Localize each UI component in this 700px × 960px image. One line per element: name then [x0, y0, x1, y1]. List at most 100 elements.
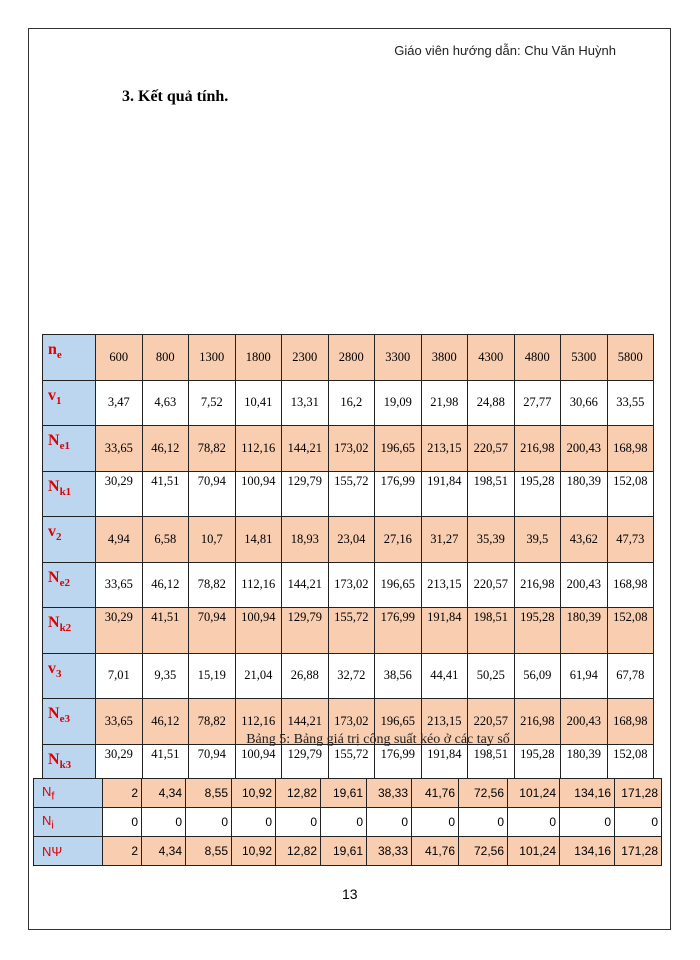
- table-cell: 220,57: [467, 698, 515, 745]
- table-cell: 44,41: [420, 652, 468, 699]
- row-symbol: N: [42, 783, 52, 799]
- table-cell: 4,63: [141, 379, 189, 426]
- table-cell: 4,94: [95, 516, 143, 563]
- row-subscript: k1: [59, 485, 72, 498]
- table-cell: 180,39: [560, 607, 608, 654]
- table-cell: 191,84: [420, 607, 468, 654]
- table-row: Nk2 30,29 41,51 70,94 100,94 129,79 155,72 176,…: [42, 607, 654, 654]
- page-header: Giáo viên hướng dẫn: Chu Văn Huỳnh: [394, 43, 616, 58]
- row-label: v3: [42, 652, 96, 699]
- row-subscript: k2: [59, 622, 72, 635]
- row-label: Ni: [33, 807, 103, 837]
- table-cell: 144,21: [281, 425, 329, 472]
- table-cell: 3300: [374, 334, 422, 381]
- table-cell: 5300: [560, 334, 608, 381]
- table-cell: 0: [458, 807, 508, 837]
- table-cell: 0: [559, 807, 615, 837]
- table-cell: 24,88: [467, 379, 515, 426]
- table-row: Nf 2 4,34 8,55 10,92 12,82 19,61 38,33 41,76 72,5…: [33, 778, 662, 808]
- table-cell: 101,24: [507, 778, 560, 808]
- table-cell: 800: [141, 334, 189, 381]
- table-cell: 56,09: [513, 652, 561, 699]
- table-cell: 70,94: [188, 607, 236, 654]
- table-cell: 200,43: [560, 561, 608, 608]
- row-subscript: e1: [59, 440, 70, 453]
- table-cell: 196,65: [374, 561, 422, 608]
- row-symbol: n: [48, 341, 57, 358]
- row-subscript: e2: [59, 576, 70, 589]
- table-cell: 0: [320, 807, 367, 837]
- table-cell: 27,16: [374, 516, 422, 563]
- row-symbol: v: [48, 523, 56, 540]
- table-cell: 220,57: [467, 425, 515, 472]
- table-cell: 39,5: [513, 516, 561, 563]
- table-cell: 15,19: [188, 652, 236, 699]
- table-cell: 4300: [467, 334, 515, 381]
- table-cell: 1800: [234, 334, 282, 381]
- row-symbol: NΨ: [42, 843, 63, 859]
- table-cell: 0: [141, 807, 186, 837]
- table-cell: 168,98: [606, 561, 654, 608]
- table-cell: 213,15: [420, 425, 468, 472]
- row-subscript: e3: [59, 713, 70, 726]
- table-cell: 220,57: [467, 561, 515, 608]
- table-cell: 33,65: [95, 698, 143, 745]
- table-cell: 0: [185, 807, 232, 837]
- table-cell: 46,12: [141, 561, 189, 608]
- table-cell: 0: [102, 807, 142, 837]
- table-cell: 0: [614, 807, 662, 837]
- table-row: NΨ 2 4,34 8,55 10,92 12,82 19,61 38,33 41,76 72,5…: [33, 836, 662, 866]
- table-cell: 8,55: [185, 836, 232, 866]
- table-row: Ni 0 0 0 0 0 0 0 0 0 0 0 0: [33, 807, 662, 837]
- table-cell: 0: [507, 807, 560, 837]
- row-subscript: i: [51, 819, 54, 832]
- table-cell: 41,76: [411, 778, 459, 808]
- table-cell: 0: [231, 807, 276, 837]
- table-cell: 168,98: [606, 698, 654, 745]
- row-symbol: v: [48, 386, 56, 404]
- table-cell: 8,55: [185, 778, 232, 808]
- row-symbol: N: [48, 750, 60, 768]
- table-cell: 10,92: [231, 836, 276, 866]
- table-cell: 101,24: [507, 836, 560, 866]
- table-cell: 6,58: [141, 516, 189, 563]
- table-cell: 50,25: [467, 652, 515, 699]
- table-cell: 4800: [513, 334, 561, 381]
- table-cell: 112,16: [234, 425, 282, 472]
- row-subscript: 2: [56, 531, 62, 544]
- table-cell: 144,21: [281, 698, 329, 745]
- table-cell: 19,61: [320, 778, 367, 808]
- table-cell: 43,62: [560, 516, 608, 563]
- row-symbol: N: [42, 812, 52, 828]
- table-cell: 198,51: [467, 470, 515, 517]
- table-cell: 30,29: [95, 470, 143, 517]
- table-cell: 33,65: [95, 561, 143, 608]
- table-cell: 31,27: [420, 516, 468, 563]
- table-cell: 13,31: [281, 379, 329, 426]
- table-cell: 16,2: [327, 379, 375, 426]
- row-label: Ne1: [42, 425, 96, 472]
- table-cell: 155,72: [327, 470, 375, 517]
- table-cell: 21,04: [234, 652, 282, 699]
- table-cell: 2300: [281, 334, 329, 381]
- table-cell: 78,82: [188, 425, 236, 472]
- table-cell: 134,16: [559, 778, 615, 808]
- table-cell: 180,39: [560, 470, 608, 517]
- table-cell: 38,33: [366, 778, 412, 808]
- table-cell: 61,94: [560, 652, 608, 699]
- table-row: Ne1 33,65 46,12 78,82 112,16 144,21 173,02 196,…: [42, 425, 654, 472]
- table-cell: 23,04: [327, 516, 375, 563]
- table-row: v3 7,01 9,35 15,19 21,04 26,88 32,72 38,56 44,41…: [42, 652, 654, 699]
- table-cell: 33,65: [95, 425, 143, 472]
- table-cell: 4,34: [141, 836, 186, 866]
- table-cell: 171,28: [614, 778, 662, 808]
- table-cell: 176,99: [374, 607, 422, 654]
- table-cell: 30,29: [95, 607, 143, 654]
- table-cell: 9,35: [141, 652, 189, 699]
- table-cell: 0: [411, 807, 459, 837]
- table-row: v1 3,47 4,63 7,52 10,41 13,31 16,2 19,09 21,98 24…: [42, 379, 654, 426]
- table-cell: 5800: [606, 334, 654, 381]
- resistance-power-table: Nf 2 4,34 8,55 10,92 12,82 19,61 38,33 41,76 72,5…: [33, 778, 662, 866]
- table-cell: 129,79: [281, 607, 329, 654]
- table-cell: 2: [102, 778, 142, 808]
